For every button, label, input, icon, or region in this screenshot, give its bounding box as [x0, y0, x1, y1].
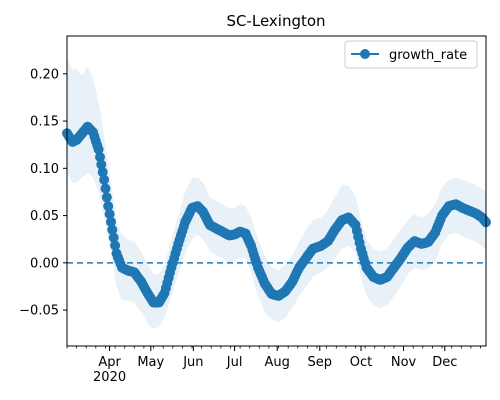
plot-frame	[66, 35, 487, 347]
data-point	[107, 224, 118, 235]
data-point	[101, 192, 112, 203]
x-tick-label: Nov	[391, 355, 417, 370]
y-tick-label: 0.10	[30, 162, 59, 177]
x-tick-label: Oct	[350, 355, 372, 370]
y-tick-label: 0.20	[30, 67, 59, 82]
data-point	[108, 232, 119, 243]
series-layer	[62, 121, 491, 308]
x-tick-label: May	[137, 355, 164, 370]
y-tick-label: 0.00	[30, 256, 59, 271]
confidence-band	[67, 59, 486, 329]
data-point	[96, 159, 107, 170]
data-point	[103, 201, 114, 212]
legend-label: growth_rate	[389, 48, 467, 63]
data-point	[110, 240, 121, 251]
y-axis: 0.20 0.15 0.10 0.05 0.00 −0.05	[19, 67, 67, 319]
y-tick-label: 0.05	[30, 209, 59, 224]
data-point	[104, 209, 115, 219]
plot-area	[62, 35, 491, 347]
y-tick-label: 0.15	[30, 115, 59, 130]
confidence-band-layer	[67, 59, 486, 329]
x-tick-sublabel: 2020	[93, 370, 126, 385]
data-point	[99, 174, 110, 185]
data-point	[95, 152, 105, 162]
legend-marker-icon	[360, 49, 370, 59]
chart-title: SC-Lexington	[226, 12, 325, 30]
data-point	[106, 216, 116, 227]
legend-box	[344, 40, 478, 69]
x-tick-label: Dec	[432, 355, 457, 370]
x-tick-label: Jun	[182, 355, 203, 370]
legend: growth_rate	[344, 40, 478, 69]
x-tick-label: Aug	[264, 355, 289, 370]
x-tick-label: Sep	[308, 355, 333, 370]
data-point	[97, 167, 108, 178]
x-tick-label: Apr	[98, 355, 121, 370]
x-tick-label: Jul	[226, 355, 243, 370]
data-point	[100, 183, 111, 194]
data-point	[93, 144, 104, 155]
y-tick-label: −0.05	[19, 304, 59, 319]
